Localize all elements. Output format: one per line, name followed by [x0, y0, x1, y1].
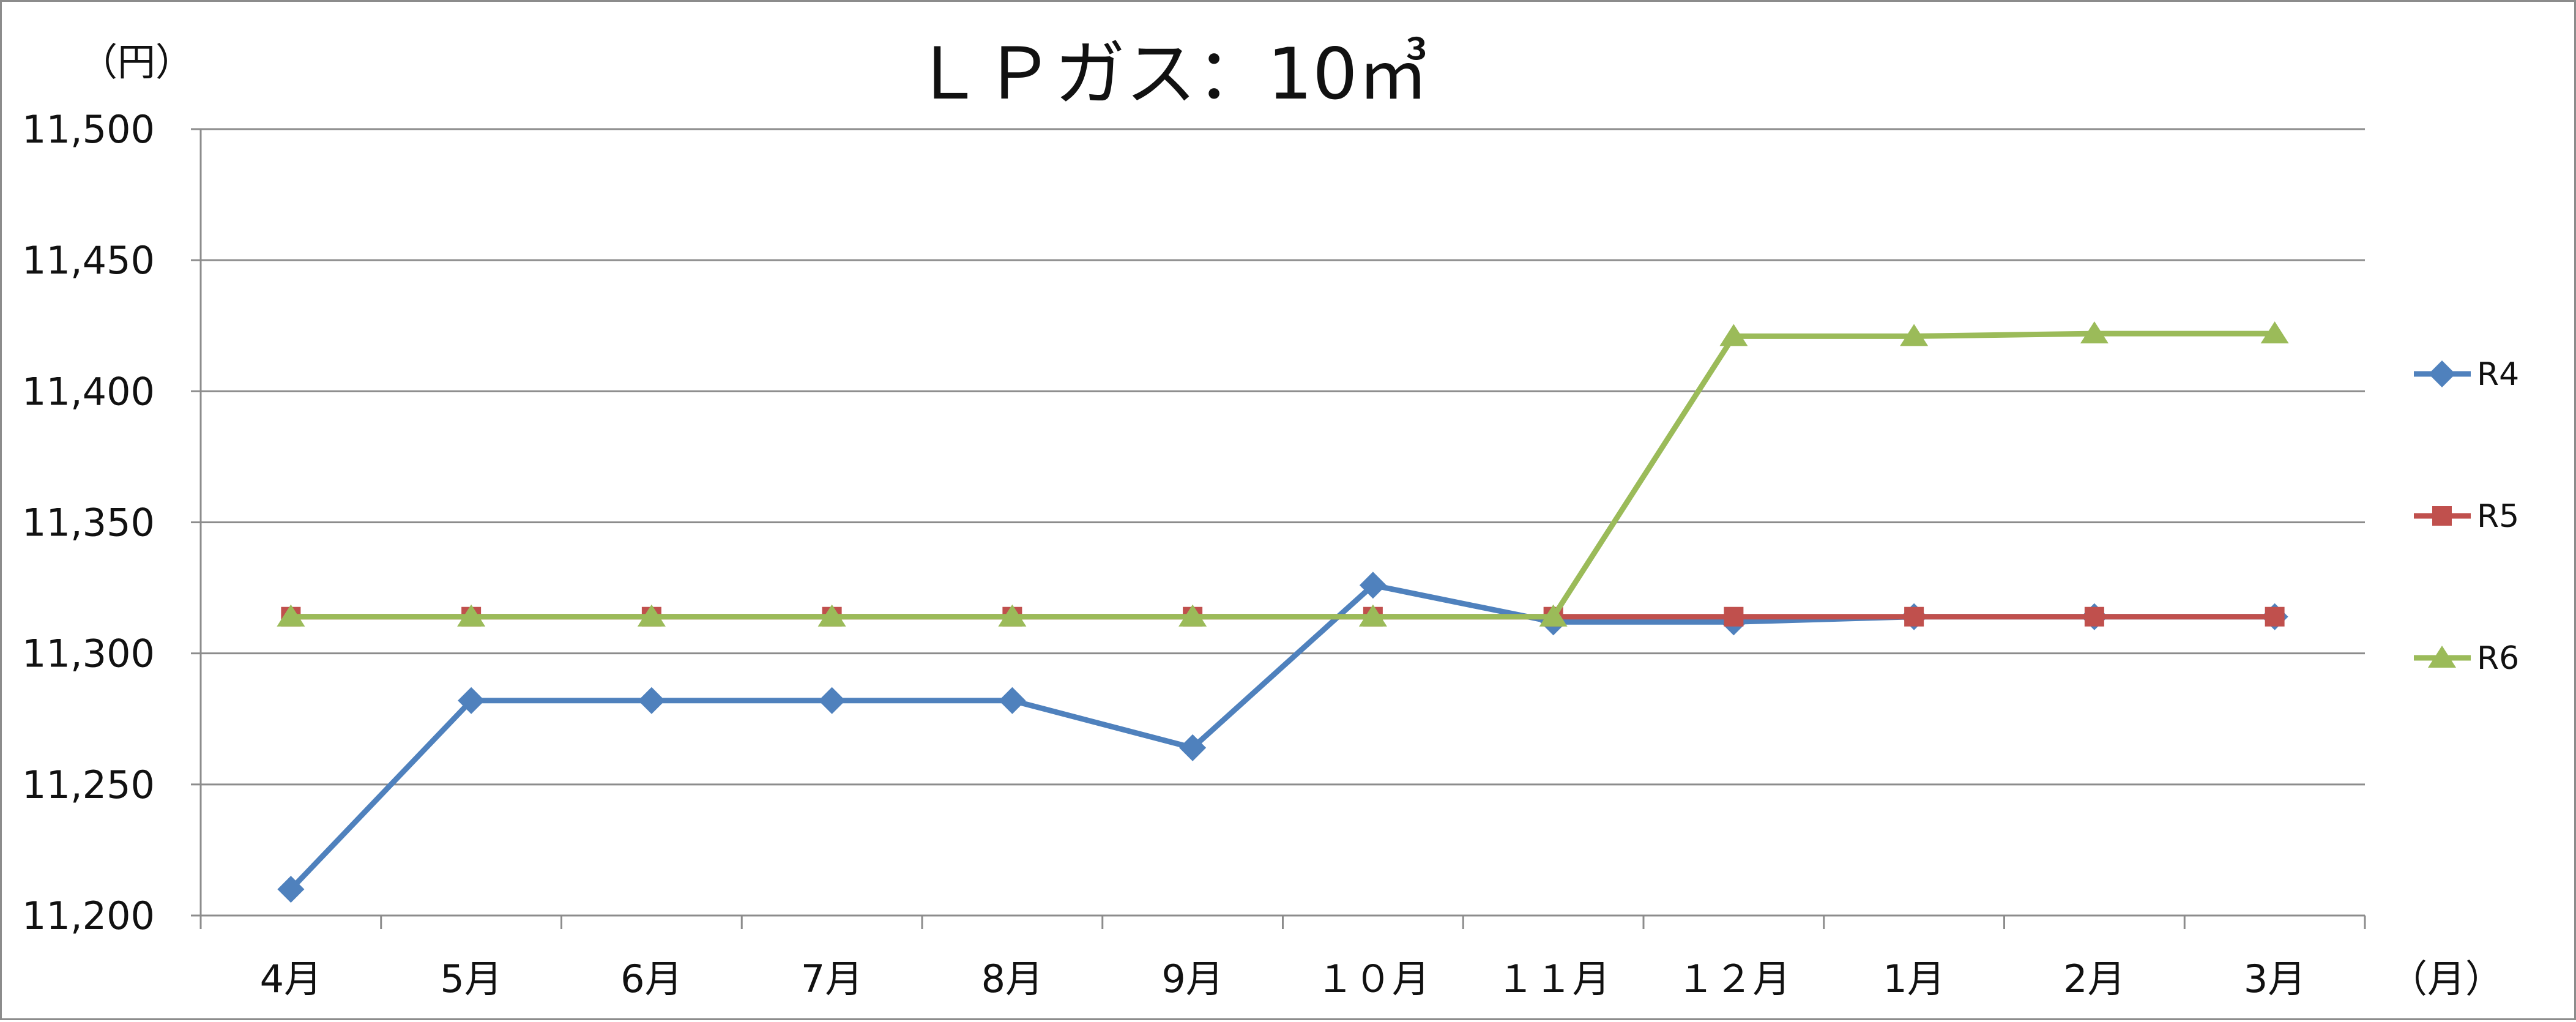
legend-label-r4: R4 — [2477, 356, 2519, 393]
data-point-r4 — [458, 687, 485, 714]
x-tick-label: １０月 — [1316, 957, 1430, 1001]
data-point-r4 — [1359, 572, 1387, 599]
y-tick-label: 11,300 — [22, 632, 155, 676]
data-point-r4 — [818, 687, 846, 714]
data-point-r4 — [1179, 734, 1207, 761]
data-point-r4 — [999, 687, 1026, 714]
series-r6 — [277, 321, 2289, 627]
data-point-r6 — [1539, 604, 1568, 627]
y-tick-label: 11,400 — [22, 369, 155, 414]
data-point-r6 — [998, 604, 1027, 627]
data-point-r6 — [1178, 604, 1207, 627]
y-tick-label: 11,250 — [22, 763, 155, 807]
gridlines — [201, 128, 2365, 786]
legend-marker-r4 — [2429, 360, 2455, 387]
legend-label-r5: R5 — [2477, 498, 2519, 535]
series-lines — [277, 321, 2289, 903]
y-tick-label: 11,200 — [22, 893, 155, 938]
y-tick-label: 11,350 — [22, 501, 155, 545]
x-tick-label: 6月 — [620, 957, 682, 1001]
data-point-r6 — [1900, 324, 1929, 346]
x-tick-label: １２月 — [1677, 957, 1790, 1001]
legend-label-r6: R6 — [2477, 640, 2519, 677]
data-point-r5 — [1904, 606, 1924, 627]
data-point-r6 — [817, 604, 846, 627]
x-tick-label: 4月 — [260, 957, 322, 1001]
x-tick-label: 5月 — [440, 957, 502, 1001]
series-line-r6 — [291, 330, 2275, 620]
x-axis-unit-label: （月） — [2389, 957, 2503, 1001]
data-point-r6 — [2080, 321, 2109, 344]
legend-marker-r6 — [2428, 646, 2456, 668]
data-point-r6 — [1719, 324, 1748, 346]
x-tick-label: 9月 — [1161, 957, 1223, 1001]
x-tick-label: 3月 — [2244, 957, 2306, 1001]
legend: R4 R5 R6 — [2414, 356, 2519, 677]
x-tick-label: 2月 — [2063, 957, 2125, 1001]
data-point-r6 — [2260, 321, 2289, 344]
x-tick-label: 8月 — [981, 957, 1043, 1001]
y-tick-label: 11,450 — [22, 238, 155, 283]
series-line-r4 — [289, 582, 2275, 892]
data-point-r6 — [637, 604, 666, 627]
data-point-r5 — [2265, 606, 2285, 627]
data-point-r4 — [638, 687, 665, 714]
y-tick-label: 11,500 — [22, 107, 155, 152]
legend-marker-r5 — [2432, 506, 2452, 526]
data-point-r6 — [457, 604, 486, 627]
axes: 11,200 11,250 11,300 11,350 11,400 11,450 11,5… — [22, 107, 2366, 1001]
x-tick-label: 1月 — [1883, 957, 1945, 1001]
data-point-r5 — [2084, 606, 2104, 627]
y-axis-unit-label: （円） — [80, 40, 193, 84]
data-point-r6 — [277, 604, 305, 627]
x-tick-label: １１月 — [1497, 957, 1610, 1001]
series-r4 — [277, 572, 2288, 903]
data-point-r4 — [277, 876, 305, 903]
chart-title: ＬＰガス：10㎥ — [912, 33, 1429, 116]
data-point-r5 — [1724, 606, 1744, 627]
x-tick-label: 7月 — [801, 957, 863, 1001]
data-point-r6 — [1358, 604, 1387, 627]
